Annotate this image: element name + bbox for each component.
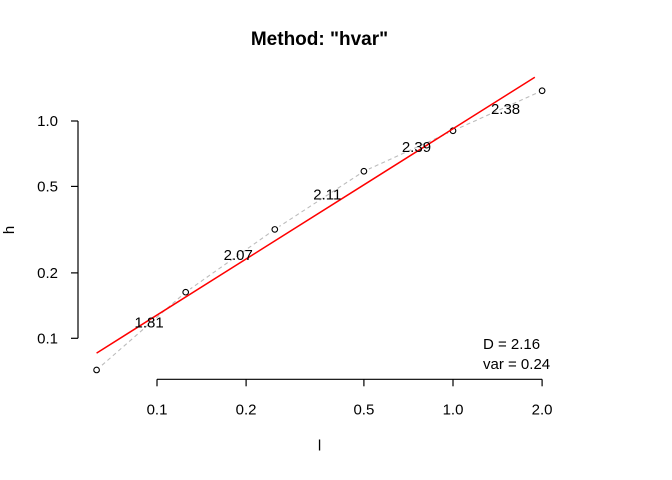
data-point <box>93 366 100 374</box>
y-tick-label: 0.2 <box>37 265 58 282</box>
dimension-estimate-text: D = 2.16 <box>483 336 540 353</box>
y-tick-label: 0.5 <box>37 179 58 196</box>
series-group <box>91 76 548 376</box>
segment-slope-label: 2.39 <box>402 139 431 156</box>
segment-slope-label: 2.11 <box>313 187 341 204</box>
axes-group: 0.1 0.2 0.5 1.0 0.1 0.2 0.5 1.0 2.0 <box>37 113 552 418</box>
data-point <box>538 87 546 95</box>
x-axis-title: l <box>318 438 321 455</box>
slope-labels-group: 1.81 2.07 2.11 2.39 2.38 <box>135 101 521 331</box>
data-point <box>271 226 279 233</box>
variance-estimate-text: var = 0.24 <box>483 356 550 373</box>
x-tick-label: 0.1 <box>147 402 168 419</box>
segment-slope-label: 2.07 <box>224 247 253 264</box>
y-tick-label: 0.1 <box>37 331 58 348</box>
x-tick-label: 0.2 <box>236 402 257 419</box>
series-dashed-line <box>96 90 543 371</box>
data-point <box>182 288 190 296</box>
data-point <box>360 167 368 175</box>
y-tick-label: 1.0 <box>37 113 58 130</box>
chart-title: Method: "hvar" <box>251 29 388 50</box>
x-tick-label: 1.0 <box>443 402 464 419</box>
fit-line <box>96 76 536 354</box>
y-axis-title: h <box>1 226 18 234</box>
x-tick-label: 2.0 <box>532 402 553 419</box>
segment-slope-label: 2.38 <box>491 101 520 118</box>
x-tick-label: 0.5 <box>353 402 374 419</box>
segment-slope-label: 1.81 <box>135 314 164 331</box>
